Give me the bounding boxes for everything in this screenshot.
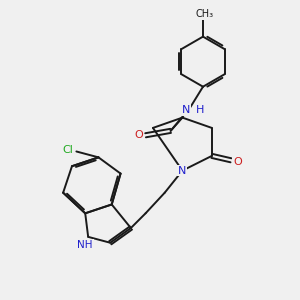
Text: O: O (135, 130, 143, 140)
Text: NH: NH (77, 240, 93, 250)
Text: CH₃: CH₃ (195, 9, 214, 19)
Text: Cl: Cl (62, 145, 73, 155)
Text: H: H (196, 105, 204, 115)
Text: N: N (178, 166, 187, 176)
Text: N: N (182, 105, 190, 115)
Text: O: O (233, 157, 242, 167)
